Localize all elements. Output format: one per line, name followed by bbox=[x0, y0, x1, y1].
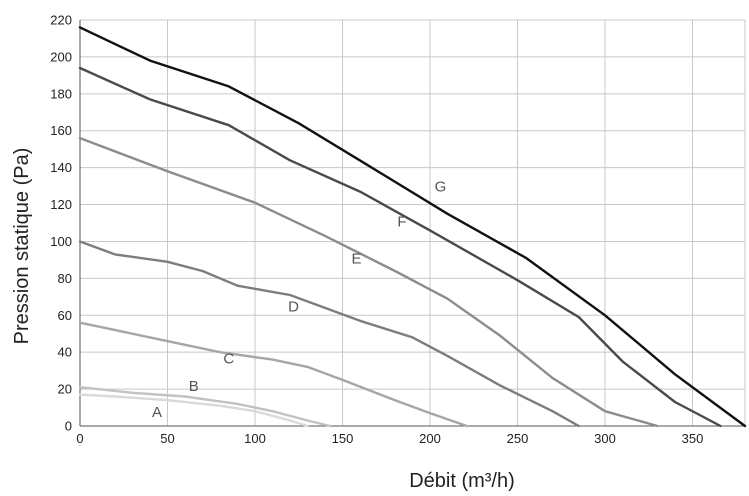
y-tick-label: 140 bbox=[50, 160, 72, 175]
x-tick-label: 0 bbox=[76, 431, 83, 446]
y-tick-label: 160 bbox=[50, 123, 72, 138]
curve-label-f: F bbox=[397, 214, 406, 231]
tick-labels: 0 50 100 150 200 250 300 350 0 20 40 60 80 100 120 140 1… bbox=[50, 13, 703, 447]
y-tick-label: 20 bbox=[58, 382, 72, 397]
x-tick-label: 300 bbox=[594, 431, 616, 446]
curve-label-e: E bbox=[351, 251, 361, 268]
series-line-e bbox=[78, 136, 659, 428]
series-line-f bbox=[78, 66, 722, 428]
y-tick-label: 40 bbox=[58, 345, 72, 360]
y-tick-label: 80 bbox=[58, 271, 72, 286]
grid-lines bbox=[80, 19, 746, 426]
y-tick-label: 200 bbox=[50, 49, 72, 64]
x-tick-label: 100 bbox=[244, 431, 266, 446]
curve-labels: A B C D E F G bbox=[152, 179, 446, 421]
y-tick-label: 120 bbox=[50, 197, 72, 212]
series-line-d bbox=[78, 240, 580, 428]
x-tick-label: 150 bbox=[332, 431, 354, 446]
y-tick-label: 220 bbox=[50, 13, 72, 28]
x-tick-label: 200 bbox=[419, 431, 441, 446]
y-axis-title: Pression statique (Pa) bbox=[11, 148, 33, 345]
x-tick-label: 50 bbox=[160, 431, 174, 446]
x-axis-title: Débit (m³/h) bbox=[409, 470, 515, 492]
series-lines bbox=[78, 26, 747, 428]
curve-label-b: B bbox=[189, 378, 199, 395]
x-tick-label: 350 bbox=[682, 431, 704, 446]
series-line-b bbox=[78, 386, 332, 428]
axes bbox=[79, 20, 745, 427]
y-tick-label: 60 bbox=[58, 308, 72, 323]
curve-label-a: A bbox=[152, 404, 162, 421]
curve-label-g: G bbox=[435, 179, 447, 196]
curve-label-d: D bbox=[288, 299, 299, 316]
y-tick-label: 180 bbox=[50, 86, 72, 101]
curve-label-c: C bbox=[223, 350, 234, 367]
series-line-g bbox=[78, 26, 747, 428]
y-tick-label: 0 bbox=[65, 419, 72, 434]
x-tick-label: 250 bbox=[507, 431, 529, 446]
series-line-a bbox=[78, 393, 309, 428]
series-line-c bbox=[78, 321, 468, 428]
y-tick-label: 100 bbox=[50, 234, 72, 249]
